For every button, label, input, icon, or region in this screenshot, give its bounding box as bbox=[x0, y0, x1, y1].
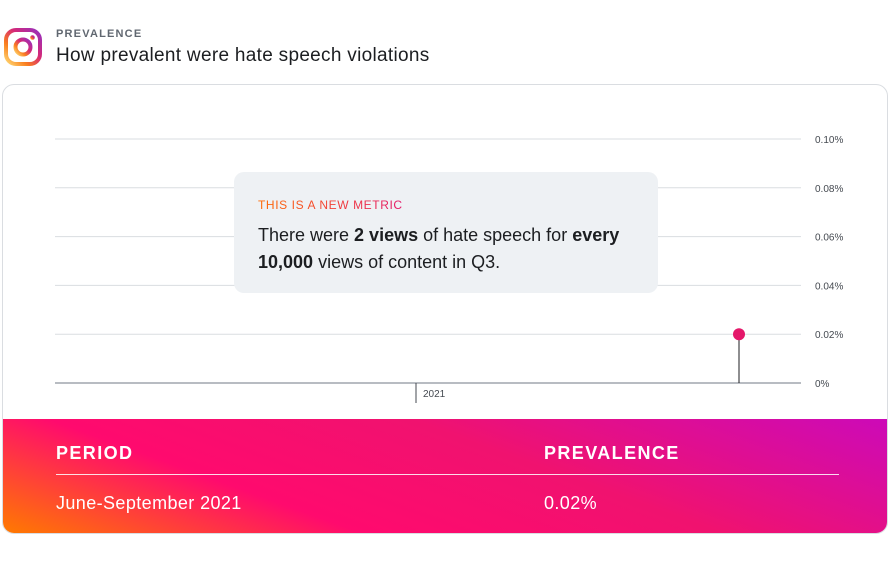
callout-text: There were 2 views of hate speech for ev… bbox=[258, 222, 648, 276]
header: PREVALENCE How prevalent were hate speec… bbox=[0, 0, 890, 84]
cell-period: June-September 2021 bbox=[56, 493, 242, 513]
chart-card: 0.10% 0.08% 0.06% 0.04% 0.02% 0% 2021 THIS IS … bbox=[2, 84, 888, 534]
column-header-period: PERIOD bbox=[56, 443, 134, 463]
y-tick-label: 0% bbox=[815, 379, 830, 390]
y-tick-label: 0.04% bbox=[815, 281, 843, 292]
y-tick-label: 0.08% bbox=[815, 184, 843, 195]
metric-callout: THIS IS A NEW METRIC There were 2 views … bbox=[234, 172, 658, 293]
callout-text-3: views of content in Q3. bbox=[313, 252, 501, 272]
chart-title: How prevalent were hate speech violation… bbox=[56, 45, 430, 66]
table-divider bbox=[56, 474, 839, 475]
instagram-icon bbox=[4, 28, 42, 66]
data-point bbox=[733, 328, 745, 341]
prevalence-table: PERIOD PREVALENCE June-September 2021 0.… bbox=[3, 419, 887, 533]
callout-eyebrow: THIS IS A NEW METRIC bbox=[258, 198, 403, 212]
column-header-prevalence: PREVALENCE bbox=[544, 443, 680, 463]
y-tick-label: 0.02% bbox=[815, 330, 843, 341]
section-eyebrow: PREVALENCE bbox=[56, 28, 143, 40]
callout-text-1: There were bbox=[258, 225, 355, 245]
x-tick-label: 2021 bbox=[423, 389, 446, 400]
cell-prevalence: 0.02% bbox=[544, 493, 598, 513]
callout-bold-2: every 10,000 bbox=[258, 225, 620, 272]
callout-bold-1: 2 views bbox=[354, 225, 419, 245]
callout-text-2: of hate speech for bbox=[418, 225, 573, 245]
y-tick-label: 0.06% bbox=[815, 233, 843, 244]
y-tick-label: 0.10% bbox=[815, 135, 843, 146]
